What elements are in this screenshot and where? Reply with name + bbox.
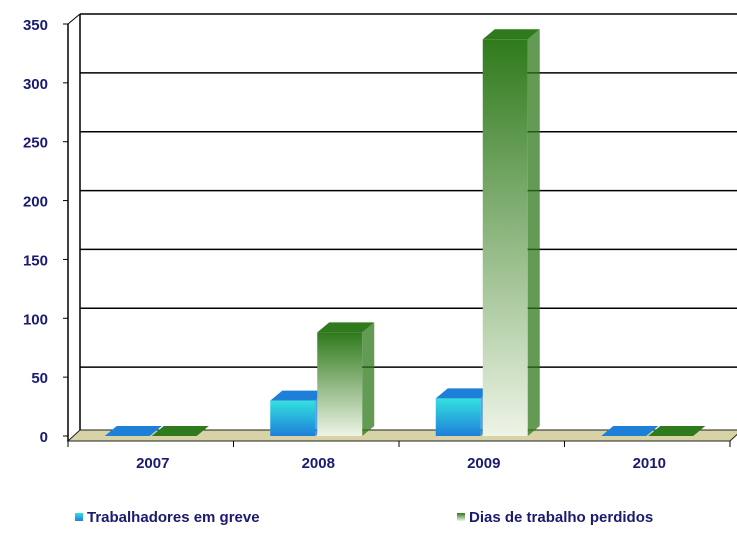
legend-label: Trabalhadores em greve [87, 509, 260, 526]
bar-side [362, 322, 375, 436]
bar-front [270, 400, 316, 436]
x-tick-label: 2009 [467, 455, 500, 472]
y-tick-label: 100 [23, 311, 48, 328]
bar [648, 426, 706, 436]
bar-top [648, 426, 706, 436]
bar-top [151, 426, 209, 436]
bar [601, 426, 659, 436]
x-tick-label: 2008 [302, 455, 335, 472]
legend-swatch [457, 513, 465, 521]
x-tick-label: 2010 [633, 455, 666, 472]
floor [66, 429, 737, 442]
y-tick-label: 250 [23, 135, 48, 152]
bar-side [527, 29, 540, 436]
bar [482, 29, 540, 436]
legend-swatch [75, 513, 83, 521]
bar-front [482, 39, 528, 436]
bar-top [270, 390, 328, 401]
legend-label: Dias de trabalho perdidos [469, 509, 653, 526]
y-tick-label: 50 [31, 370, 48, 387]
x-tick-label: 2007 [136, 455, 169, 472]
bar-top [104, 426, 162, 436]
bar [317, 322, 375, 436]
bar-top [317, 322, 375, 333]
y-tick-label: 150 [23, 252, 48, 269]
y-axis-top [67, 13, 81, 25]
y-tick-label: 0 [40, 429, 48, 446]
bar [104, 426, 162, 436]
bar-front [317, 332, 363, 436]
bar-front [435, 398, 481, 436]
y-tick-label: 200 [23, 194, 48, 211]
bar-top [435, 388, 493, 399]
y-tick-label: 300 [23, 76, 48, 93]
bar-top [482, 29, 540, 40]
y-tick-label: 350 [23, 17, 48, 34]
bar [151, 426, 209, 436]
bar-top [601, 426, 659, 436]
